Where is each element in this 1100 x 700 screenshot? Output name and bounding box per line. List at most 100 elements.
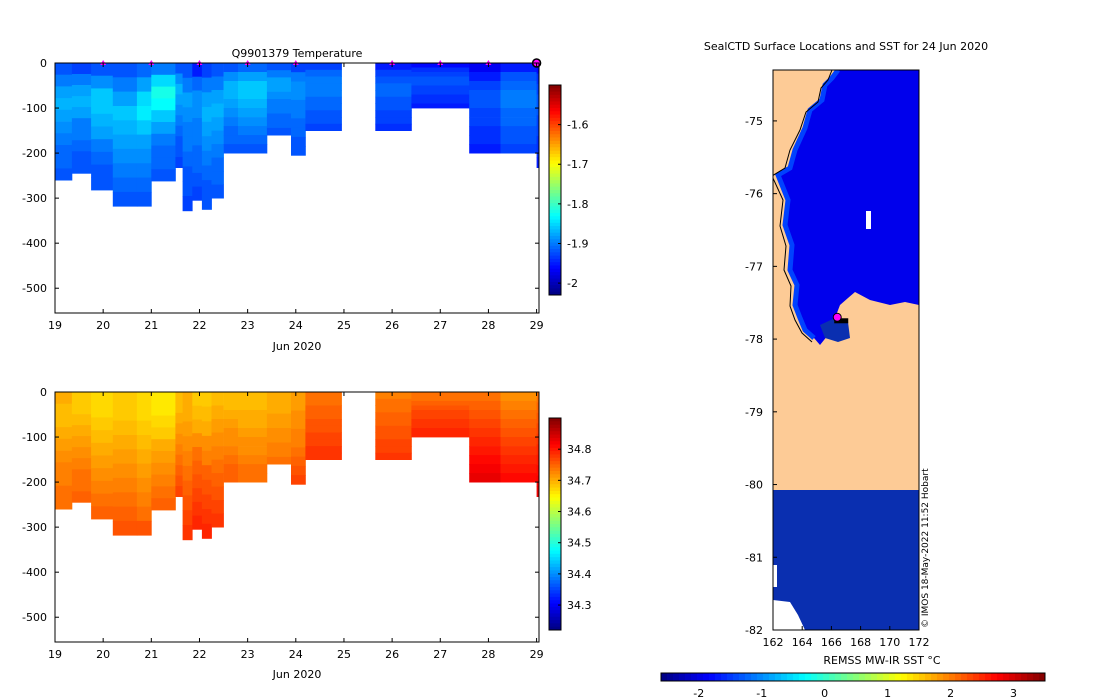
sst-colorbar-tick-label: 1 — [884, 687, 891, 700]
temperature-colorbar-segment — [549, 114, 561, 119]
salinity-y-tick-label: -400 — [22, 566, 47, 579]
temperature-cell — [211, 144, 224, 158]
sst-colorbar-segment — [1039, 673, 1046, 681]
salinity-cell — [55, 415, 73, 428]
salinity-cell — [211, 459, 224, 474]
temperature-cell — [291, 136, 306, 147]
salinity-colorbar-segment — [549, 560, 561, 565]
salinity-x-tick-label: 28 — [481, 648, 495, 661]
temperature-cell — [151, 145, 176, 158]
salinity-cell — [469, 410, 501, 420]
temperature-cell — [192, 131, 203, 146]
salinity-cell — [192, 405, 203, 420]
temperature-cell — [266, 113, 292, 122]
temperature-cell — [201, 180, 212, 196]
sst-colorbar-segment — [673, 673, 680, 681]
temperature-cell — [536, 104, 540, 116]
salinity-cell — [223, 401, 239, 411]
temperature-cell — [305, 83, 342, 91]
temperature-x-tick-label: 21 — [144, 319, 158, 332]
salinity-cell — [55, 450, 73, 463]
salinity-cell — [375, 419, 412, 427]
salinity-cell — [500, 446, 537, 456]
temperature-cell — [469, 81, 501, 91]
temperature-cell — [192, 90, 203, 105]
salinity-cell — [112, 435, 138, 450]
sst-colorbar-segment — [949, 673, 956, 681]
salinity-cell — [71, 403, 92, 415]
temperature-cell — [469, 144, 501, 154]
temperature-cell — [71, 96, 92, 108]
salinity-cell — [151, 451, 176, 464]
temperature-cell — [201, 92, 212, 108]
salinity-x-tick-label: 25 — [337, 648, 351, 661]
salinity-cell — [55, 427, 73, 440]
salinity-cell — [238, 437, 268, 447]
salinity-colorbar-segment — [549, 497, 561, 502]
temperature-colorbar-segment — [549, 203, 561, 207]
salinity-cell — [182, 525, 193, 541]
salinity-cell — [500, 473, 537, 483]
temperature-cell — [500, 108, 537, 118]
temperature-colorbar-segment — [549, 190, 561, 194]
salinity-cell — [500, 401, 537, 411]
temperature-cell — [112, 91, 138, 107]
salinity-cell — [211, 392, 224, 406]
sst-colorbar-segment — [709, 673, 716, 681]
salinity-cell — [175, 465, 183, 477]
map-y-tick-label: -80 — [745, 479, 763, 492]
salinity-colorbar-tick-label: 34.3 — [567, 599, 592, 612]
temperature-colorbar-segment — [549, 163, 561, 168]
salinity-cell — [136, 520, 152, 536]
sst-colorbar-segment — [715, 673, 722, 681]
sst-colorbar: -2 -1 0 1 2 3 — [660, 672, 1046, 700]
salinity-colorbar-segment — [549, 577, 561, 581]
temperature-cell — [500, 135, 537, 145]
temperature-cell — [469, 90, 501, 100]
salinity-colorbar-tick-label: 34.7 — [567, 474, 592, 487]
temperature-cell — [211, 90, 224, 104]
temperature-cell — [182, 181, 193, 197]
temperature-cell — [266, 63, 292, 71]
salinity-cell — [536, 392, 540, 403]
temperature-cell — [291, 146, 306, 156]
salinity-cell — [375, 425, 412, 433]
salinity-cell — [91, 468, 114, 482]
map-content — [773, 70, 919, 630]
temperature-cell — [266, 84, 292, 93]
salinity-colorbar-segment — [549, 533, 561, 538]
salinity-colorbar-segment — [549, 434, 561, 439]
salinity-cell — [136, 392, 152, 407]
temperature-cell — [375, 76, 412, 84]
salinity-cell — [182, 480, 193, 496]
temperature-cell — [536, 94, 540, 106]
salinity-cell — [469, 401, 501, 411]
salinity-cell — [500, 428, 537, 438]
salinity-cell — [411, 410, 470, 415]
temperature-colorbar-segment — [549, 130, 561, 135]
temperature-x-tick-label: 25 — [337, 319, 351, 332]
temperature-cell — [211, 103, 224, 118]
salinity-cells — [55, 392, 540, 541]
sst-colorbar-segment — [883, 673, 890, 681]
salinity-colorbar-segment — [549, 620, 561, 624]
temperature-colorbar-segment — [549, 94, 561, 99]
salinity-cell — [201, 479, 212, 495]
temperature-x-tick-label: 22 — [192, 319, 206, 332]
sst-colorbar-segment — [847, 673, 854, 681]
temperature-colorbar-segment — [549, 157, 561, 161]
salinity-y-tick-label: -200 — [22, 476, 47, 489]
salinity-colorbar-segment — [549, 474, 561, 479]
salinity-colorbar-segment — [549, 507, 561, 512]
salinity-colorbar-segment — [549, 593, 561, 598]
salinity-cell — [151, 403, 176, 416]
temperature-cell — [91, 75, 114, 89]
temperature-x-tick-label: 28 — [481, 319, 495, 332]
temperature-cell — [238, 81, 268, 91]
map-y-tick-label: -76 — [745, 188, 763, 201]
salinity-colorbar-segment — [549, 427, 561, 432]
temperature-colorbar-segment — [549, 134, 561, 138]
temperature-x-label: Jun 2020 — [272, 340, 322, 353]
temperature-cell — [175, 136, 183, 148]
temperature-cell — [305, 90, 342, 98]
